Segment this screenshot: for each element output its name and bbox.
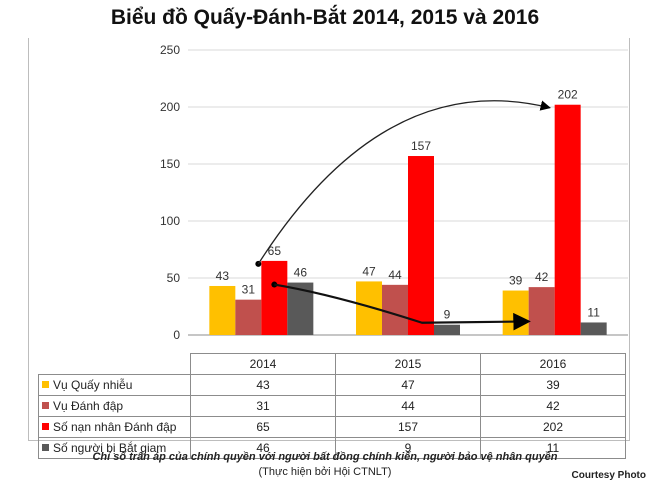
y-tick-label: 50	[167, 271, 181, 285]
bars	[209, 104, 607, 335]
legend-swatch	[42, 444, 49, 452]
bar-value-label: 65	[268, 244, 282, 258]
y-tick-label: 0	[173, 328, 180, 342]
bar	[235, 299, 262, 335]
bar	[209, 285, 236, 335]
legend-swatch	[42, 423, 49, 431]
table-row: Số nạn nhân Đánh đập 65 157 202	[38, 416, 626, 438]
table-header-row: 2014 2015 2016	[38, 353, 626, 375]
bar-value-label: 202	[558, 88, 578, 102]
trend-arrows	[255, 100, 551, 331]
series-name: Vụ Quấy nhiễu	[53, 378, 133, 392]
bar-value-label: 9	[444, 308, 451, 322]
bar	[261, 260, 288, 335]
table-cell: 202	[480, 416, 626, 438]
table-header-2016: 2016	[480, 353, 626, 375]
series-name: Số người bị Bắt giam	[53, 441, 167, 455]
bar-labels: 43 47 39 31 44 42 65 157 202 46 9 11	[216, 88, 601, 322]
table-cell: 47	[335, 374, 481, 396]
y-axis: 0 50 100 150 200 250	[160, 43, 180, 342]
table-header-2014: 2014	[190, 353, 336, 375]
table-cell: 11	[480, 437, 626, 459]
series-label: Số nạn nhân Đánh đập	[38, 416, 191, 438]
table-cell: 44	[335, 395, 481, 417]
chart-caption: Chỉ số trấn áp của chính quyền với người…	[92, 451, 558, 463]
y-tick-label: 100	[160, 214, 180, 228]
series-label: Vụ Quấy nhiễu	[38, 374, 191, 396]
bar	[408, 156, 434, 335]
bar-value-label: 44	[388, 268, 402, 282]
series-name: Số nạn nhân Đánh đập	[53, 420, 177, 434]
bar	[382, 284, 408, 335]
courtesy-label: Courtesy Photo	[571, 470, 646, 481]
chart-credit: (Thực hiện bởi Hội CTNLT)	[258, 466, 392, 478]
chart-title: Biểu đồ Quấy-Đánh-Bắt 2014, 2015 và 2016	[110, 6, 540, 29]
y-tick-label: 150	[160, 157, 180, 171]
table-cell: 43	[190, 374, 336, 396]
table-header-2015: 2015	[335, 353, 481, 375]
series-label: Vụ Đánh đập	[38, 395, 191, 417]
bar-value-label: 11	[587, 305, 600, 319]
arrow-detention-trend	[274, 283, 531, 331]
table-row: Vụ Quấy nhiễu 43 47 39	[38, 374, 626, 396]
bar	[554, 104, 581, 335]
y-tick-label: 250	[160, 43, 180, 57]
bar-value-label: 157	[411, 139, 431, 153]
series-name: Vụ Đánh đập	[53, 399, 124, 413]
series-label: Số người bị Bắt giam	[38, 437, 191, 459]
y-tick-label: 200	[160, 100, 180, 114]
bar-value-label: 42	[535, 270, 549, 284]
table-cell: 46	[190, 437, 336, 459]
bar-value-label: 43	[216, 269, 230, 283]
bar-value-label: 46	[294, 266, 308, 280]
table-cell: 157	[335, 416, 481, 438]
bar-value-label: 47	[362, 264, 376, 278]
bar	[528, 287, 555, 335]
bar-value-label: 31	[242, 283, 256, 297]
legend-swatch	[42, 402, 49, 410]
table-cell: 31	[190, 395, 336, 417]
table-corner	[38, 353, 191, 375]
bar	[580, 322, 607, 335]
table-cell: 42	[480, 395, 626, 417]
bar-value-label: 39	[509, 274, 523, 288]
bar	[502, 290, 529, 335]
arrow-victims-trend	[257, 100, 551, 265]
table-row: Vụ Đánh đập 31 44 42	[38, 395, 626, 417]
table-cell: 39	[480, 374, 626, 396]
legend-swatch	[42, 381, 49, 389]
data-table: 2014 2015 2016 Vụ Quấy nhiễu 43 47 39 Vụ Đán…	[38, 353, 626, 459]
bar	[434, 324, 460, 335]
table-cell: 65	[190, 416, 336, 438]
table-row: Số người bị Bắt giam 46 9 11	[38, 437, 626, 459]
